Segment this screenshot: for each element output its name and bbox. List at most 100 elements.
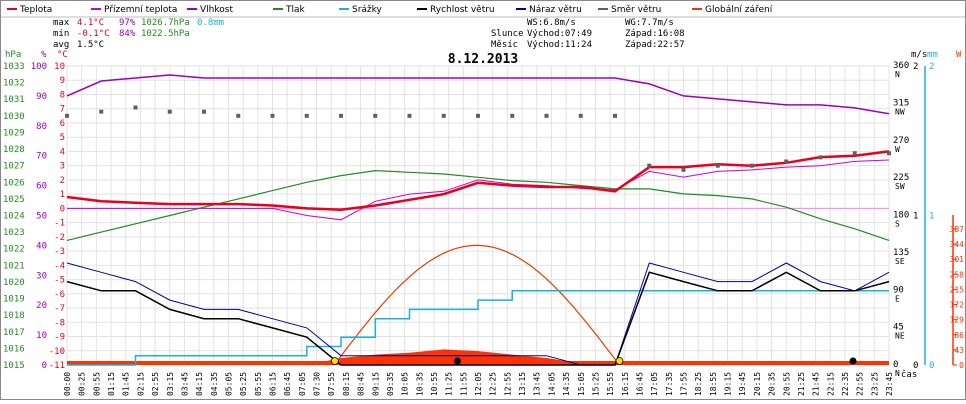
celsius-tick: 6 [60,119,65,129]
celsius-tick: -3 [54,247,65,257]
time-tick: 00:00 [63,372,72,396]
time-tick: 21:25 [797,372,806,396]
time-tick: 03:15 [166,372,175,396]
time-tick: 04:35 [210,372,219,396]
legend-label: Teplota [19,5,52,15]
hpa-tick: 1029 [3,128,25,138]
legend-label: Srážky [352,5,383,15]
dir-label: SE [895,257,905,266]
time-tick: 12:25 [489,372,498,396]
celsius-tick: 3 [60,162,65,172]
wind-dir-point [852,151,857,156]
wind-dir-point [304,113,309,118]
time-tick: 01:45 [122,372,131,396]
wind-dir-point [99,109,104,114]
dir-label: S [895,220,900,229]
dir-deg-tick: 360 [893,61,909,71]
stat-label: avg [53,40,69,50]
time-tick: 09:35 [386,372,395,396]
hpa-tick: 1025 [3,195,25,205]
pct-tick: 40 [36,241,47,251]
wind-dir-point [65,113,69,118]
wind-dir-point [887,151,891,156]
time-tick: 21:45 [812,372,821,396]
wind-dir-point [133,105,138,110]
time-tick: 17:35 [665,372,674,396]
dir-deg-tick: 0 [893,360,898,370]
celsius-tick: 9 [60,76,65,86]
rad-tick: 43 [954,346,964,355]
wind-dir-point [441,113,446,118]
rad-tick: 258 [950,270,965,279]
hpa-tick: 1024 [3,212,25,222]
dir-deg-tick: 45 [893,323,904,333]
dir-label: E [895,294,900,303]
time-tick: 05:05 [224,372,233,396]
stats-panel: max 4.1°C 97% 1026.7hPa 0.8mm min -0.1°C 84% 102… [53,18,685,50]
celsius-tick: -8 [54,318,65,328]
time-tick: 13:15 [518,372,527,396]
time-tick: 16:45 [635,372,644,396]
wind-dir-point [681,167,686,172]
celsius-tick: 8 [60,90,65,100]
dir-deg-tick: 180 [893,211,909,221]
hpa-tick: 1032 [3,79,25,89]
moon-set: Západ:22:57 [625,40,685,50]
time-tick: 16:15 [621,372,630,396]
celsius-tick: -10 [49,347,65,357]
time-tick: 13:45 [533,372,542,396]
time-tick: 15:05 [577,372,586,396]
time-tick: 12:05 [474,372,483,396]
rain-line [67,290,889,366]
moon-label: Měsíc [491,40,518,50]
time-tick: 20:35 [768,372,777,396]
pct-tick: 70 [36,152,47,162]
plot-area [65,65,891,366]
hpa-tick: 1026 [3,178,25,188]
celsius-tick: -4 [54,261,65,271]
pct-tick: 20 [36,301,47,311]
stat-temp: 1.5°C [77,40,104,50]
time-tick: 10:55 [430,372,439,396]
mm-tick: 1 [929,212,934,222]
ms-tick: 2 [913,62,918,72]
hpa-unit: hPa [5,50,21,60]
time-tick: 17:55 [680,372,689,396]
celsius-tick: -6 [54,290,65,300]
celsius-tick: -11 [49,361,65,371]
time-tick: 18:25 [694,372,703,396]
time-tick: 18:55 [709,372,718,396]
pct-tick: 80 [36,122,47,132]
time-tick: 05:25 [239,372,248,396]
time-tick: 19:45 [738,372,747,396]
time-tick: 20:15 [753,372,762,396]
celsius-tick: -7 [54,304,65,314]
hpa-tick: 1015 [3,361,25,371]
rad-tick: 387 [950,225,965,234]
wind-dir-point [270,113,275,118]
time-tick: 15:25 [591,372,600,396]
hpa-tick: 1016 [3,344,25,354]
mm-tick: 2 [929,62,934,72]
hpa-tick: 1019 [3,295,25,305]
legend-label: Tlak [285,5,306,15]
wind-dir-point [236,113,241,118]
wind-gust-line [66,262,890,366]
ms-tick: 0 [913,361,918,371]
mm-unit: mm [927,50,938,60]
pct-tick: 0 [42,361,47,371]
wind-dir-point [544,113,549,118]
stat-temp: -0.1°C [77,29,110,39]
hpa-tick: 1023 [3,228,25,238]
time-tick: 23:45 [885,372,894,396]
legend-label: Rychlost větru [430,5,495,15]
chart-title: 8.12.2013 [448,52,518,67]
celsius-tick: 0 [60,204,65,214]
legend-label: Vlhkost [200,5,233,15]
stat-hum: 97% [119,18,136,28]
c-unit: °C [57,50,68,60]
stat-press: 1022.5hPa [141,29,190,39]
time-tick: 12:55 [503,372,512,396]
dir-label: SW [895,182,905,191]
